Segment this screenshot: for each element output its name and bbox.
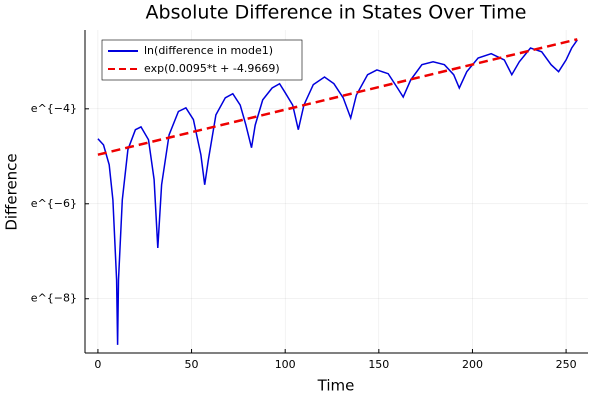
- chart-title: Absolute Difference in States Over Time: [146, 2, 527, 24]
- data-line: [97, 39, 578, 345]
- legend-label: exp(0.0095*t + -4.9669): [144, 62, 280, 75]
- y-axis-label: Difference: [3, 153, 21, 230]
- x-tick-label: 50: [185, 358, 199, 371]
- x-tick-label: 100: [275, 358, 296, 371]
- y-tick-label: e^{−4}: [31, 102, 77, 115]
- x-axis-label: Time: [317, 377, 355, 395]
- legend-label: ln(difference in mode1): [144, 44, 273, 57]
- y-tick-label: e^{−6}: [31, 197, 77, 210]
- x-tick-label: 150: [368, 358, 389, 371]
- x-tick-label: 200: [462, 358, 483, 371]
- data-line: [97, 38, 578, 156]
- x-tick-label: 0: [94, 358, 101, 371]
- x-tick-label: 250: [556, 358, 577, 371]
- legend-box: [101, 39, 303, 81]
- y-tick-label: e^{−8}: [31, 292, 77, 305]
